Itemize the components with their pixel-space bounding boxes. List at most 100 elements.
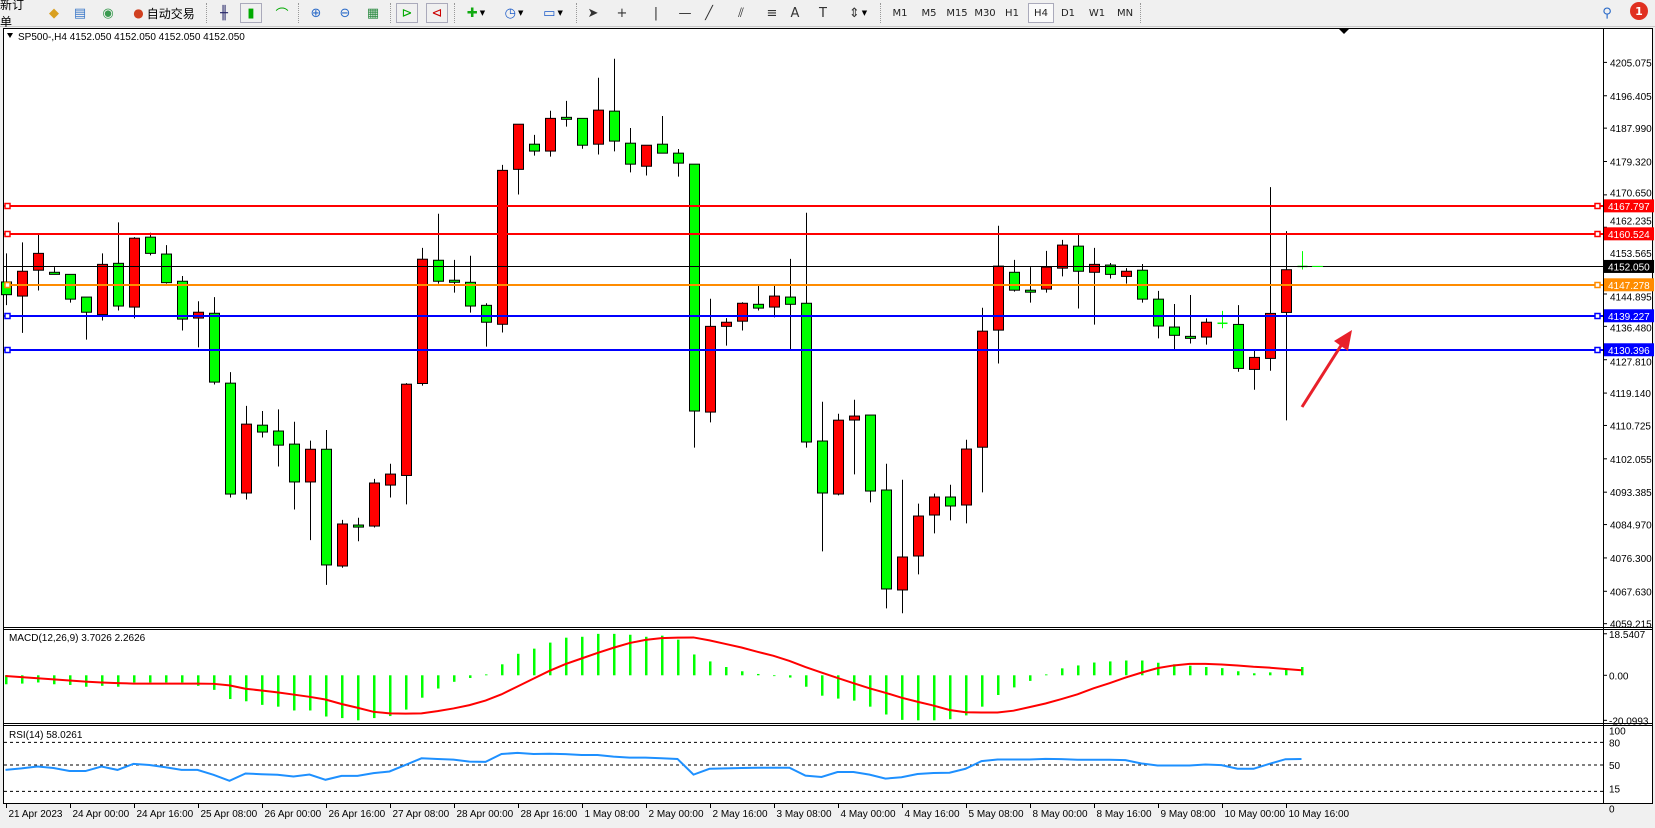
price-tick-label: 4110.725: [1610, 421, 1651, 432]
candle: [977, 307, 988, 493]
candle-body-bull: [913, 515, 924, 557]
macd-histogram-bar: [469, 675, 472, 678]
annotation-arrow[interactable]: [1300, 343, 1344, 408]
macd-axis-label: 0.00: [1609, 671, 1629, 682]
candle: [593, 77, 604, 155]
macd-histogram-bar: [1045, 674, 1048, 676]
macd-histogram-bar: [1125, 660, 1128, 676]
timeframe-w1[interactable]: W1: [1088, 7, 1106, 19]
indicators-button[interactable]: ✚ ▼: [466, 5, 486, 21]
candle: [1169, 303, 1180, 350]
trendline-icon[interactable]: ╱: [705, 5, 713, 21]
market-watch-icon[interactable]: ◆: [49, 5, 59, 21]
macd-histogram-bar: [949, 675, 952, 720]
vertical-line-icon[interactable]: |: [653, 5, 659, 21]
timeframe-m1[interactable]: M1: [892, 7, 908, 19]
candle: [673, 149, 684, 177]
candle-body-bear: [353, 524, 364, 528]
periods-button[interactable]: ◷ ▼: [504, 5, 524, 21]
candle: [577, 117, 588, 149]
timeframe-h4[interactable]: H4: [1028, 3, 1054, 23]
templates-button[interactable]: ▭ ▼: [543, 5, 563, 21]
text-label-icon[interactable]: T: [819, 5, 827, 21]
macd-histogram-bar: [805, 675, 808, 687]
line-handle[interactable]: [1594, 346, 1601, 354]
time-tick-label: 1 May 08:00: [585, 809, 640, 820]
zoom-in-icon[interactable]: ⊕: [310, 5, 322, 21]
timeframe-mn[interactable]: MN: [1116, 7, 1134, 19]
line-handle[interactable]: [4, 312, 11, 320]
macd-histogram-bar: [453, 675, 456, 682]
auto-trading-button[interactable]: ● 自动交易: [126, 3, 202, 23]
chart-shift-marker-icon[interactable]: [1339, 29, 1349, 34]
line-handle[interactable]: [1594, 312, 1601, 320]
signals-icon[interactable]: ◉: [102, 5, 114, 21]
candle: [289, 421, 300, 510]
candle: [1105, 262, 1116, 279]
time-tick-label: 27 Apr 08:00: [393, 809, 450, 820]
candlestick-icon[interactable]: ▮: [240, 3, 262, 23]
price-tick-label: 4170.650: [1610, 188, 1652, 199]
price-tick-label: 4153.565: [1610, 249, 1652, 260]
notification-icon[interactable]: 1: [1630, 2, 1648, 20]
candle: [513, 123, 524, 195]
equidistant-channel-icon[interactable]: ⫽: [738, 5, 744, 21]
search-icon[interactable]: ⚲: [1602, 5, 1612, 21]
macd-histogram-bar: [1173, 664, 1176, 676]
price-tick-label: 4196.405: [1610, 92, 1652, 103]
cursor-icon[interactable]: ➤: [587, 5, 599, 21]
candle-body-bear: [577, 117, 588, 146]
auto-scroll-icon[interactable]: ⊳: [396, 3, 418, 23]
line-handle[interactable]: [4, 281, 11, 289]
candle: [1057, 239, 1068, 277]
macd-histogram-bar: [197, 675, 200, 686]
candle-body-bull: [1265, 312, 1276, 359]
candle-body-bull: [1249, 356, 1260, 370]
time-tick-label: 21 Apr 2023: [9, 809, 63, 820]
macd-histogram-bar: [1253, 673, 1256, 676]
zoom-out-icon[interactable]: ⊖: [339, 5, 351, 21]
bar-chart-icon[interactable]: ╫: [220, 5, 228, 21]
timeframe-h1[interactable]: H1: [1005, 7, 1019, 19]
fibonacci-icon[interactable]: ≡: [766, 5, 778, 21]
timeframe-d1[interactable]: D1: [1060, 7, 1076, 19]
price-tick-label: 4205.075: [1610, 58, 1652, 69]
line-chart-icon[interactable]: ⌒: [275, 7, 289, 23]
timeframe-m5[interactable]: M5: [921, 7, 937, 19]
candle: [1281, 231, 1292, 421]
timeframe-m30[interactable]: M30: [974, 7, 996, 19]
macd-histogram-bar: [677, 639, 680, 676]
candle-body-bull: [401, 383, 412, 476]
timeframe-m15[interactable]: M15: [946, 7, 968, 19]
new-order-button[interactable]: 新订单: [0, 0, 34, 29]
line-handle[interactable]: [4, 346, 11, 354]
data-window-icon[interactable]: ▤: [73, 5, 87, 21]
macd-histogram-bar: [645, 636, 648, 676]
line-handle[interactable]: [1594, 281, 1601, 289]
candle-body-bull: [33, 252, 44, 271]
line-handle[interactable]: [4, 202, 11, 210]
macd-histogram-bar: [821, 675, 824, 696]
chart-shift-icon[interactable]: ⊲: [426, 3, 448, 23]
candle-body-bear: [273, 430, 284, 446]
text-icon[interactable]: A: [790, 5, 800, 21]
price-line-label: 4152.050: [1608, 262, 1650, 273]
macd-histogram-bar: [501, 664, 504, 676]
line-handle[interactable]: [1594, 202, 1601, 210]
price-line-label: 4139.227: [1608, 312, 1650, 323]
macd-histogram-bar: [389, 675, 392, 717]
crosshair-icon[interactable]: +: [616, 5, 628, 21]
macd-histogram-bar: [629, 634, 632, 676]
macd-axis-label: -20.0993: [1609, 716, 1649, 727]
chart-menu-triangle-icon[interactable]: [7, 33, 13, 38]
arrows-button[interactable]: ⇕ ▼: [848, 5, 868, 21]
tile-windows-icon[interactable]: ▦: [366, 5, 380, 21]
horizontal-line-icon[interactable]: —: [678, 5, 692, 21]
candle: [689, 163, 700, 448]
line-handle[interactable]: [4, 230, 11, 238]
macd-histogram-bar: [181, 675, 184, 683]
auto-trading-label: 自动交易: [146, 6, 195, 21]
candle-body-bull: [417, 258, 428, 384]
line-handle[interactable]: [1594, 230, 1601, 238]
